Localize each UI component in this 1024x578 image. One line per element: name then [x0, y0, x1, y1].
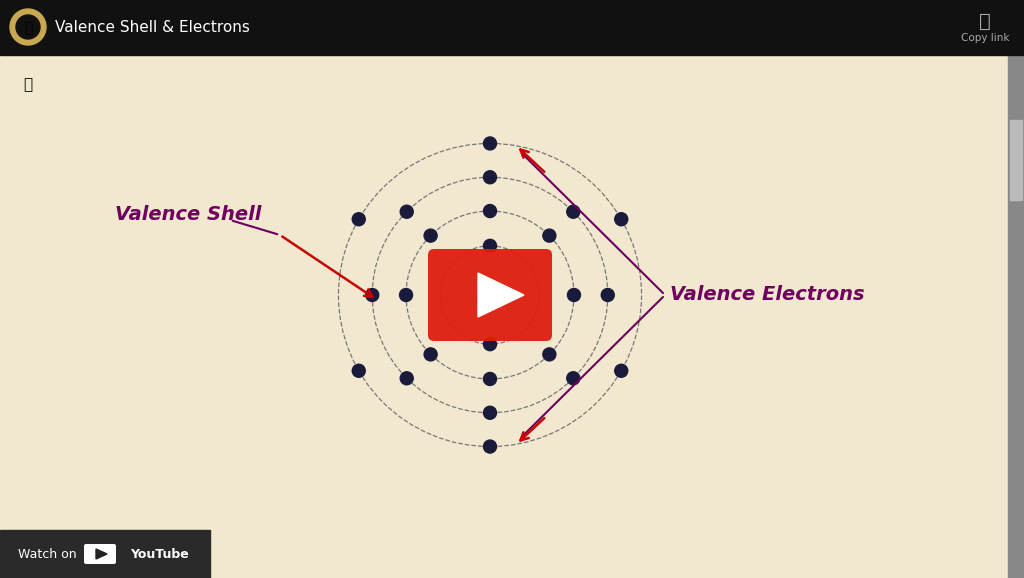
Circle shape [483, 406, 497, 419]
Circle shape [483, 440, 497, 453]
Circle shape [566, 205, 580, 218]
Circle shape [601, 288, 614, 302]
Circle shape [352, 364, 366, 377]
Circle shape [566, 372, 580, 385]
Circle shape [400, 205, 414, 218]
Circle shape [614, 364, 628, 377]
Polygon shape [96, 549, 106, 559]
Circle shape [16, 15, 40, 39]
FancyBboxPatch shape [84, 544, 116, 564]
Circle shape [614, 213, 628, 226]
Circle shape [400, 372, 414, 385]
Circle shape [483, 338, 497, 351]
Circle shape [424, 348, 437, 361]
Circle shape [399, 288, 413, 302]
Circle shape [10, 9, 46, 45]
Bar [1008, 0, 1024, 578]
Text: Valence Shell: Valence Shell [115, 206, 261, 224]
Bar [0, 530, 210, 578]
Circle shape [567, 288, 581, 302]
Text: 🎓: 🎓 [24, 77, 33, 92]
Circle shape [424, 229, 437, 242]
Circle shape [476, 291, 492, 306]
Bar [1010, 120, 1022, 200]
Circle shape [352, 213, 366, 226]
Bar [0, 0, 1024, 55]
Circle shape [543, 348, 556, 361]
Circle shape [483, 205, 497, 217]
Circle shape [488, 291, 504, 306]
Circle shape [483, 239, 497, 253]
Text: Valence Electrons: Valence Electrons [670, 286, 864, 305]
Circle shape [483, 372, 497, 386]
Polygon shape [478, 273, 524, 317]
Text: 📖: 📖 [24, 21, 32, 35]
Text: Watch on: Watch on [18, 547, 77, 561]
Text: Copy link: Copy link [961, 33, 1010, 43]
Text: Valence Shell & Electrons: Valence Shell & Electrons [55, 20, 250, 35]
FancyBboxPatch shape [428, 249, 552, 341]
Circle shape [483, 171, 497, 184]
Circle shape [486, 287, 502, 302]
Circle shape [482, 283, 498, 298]
Circle shape [543, 229, 556, 242]
Text: YouTube: YouTube [130, 547, 188, 561]
Circle shape [366, 288, 379, 302]
Circle shape [478, 287, 494, 302]
Circle shape [482, 292, 498, 307]
Circle shape [483, 137, 497, 150]
Text: ⧉: ⧉ [979, 12, 991, 31]
